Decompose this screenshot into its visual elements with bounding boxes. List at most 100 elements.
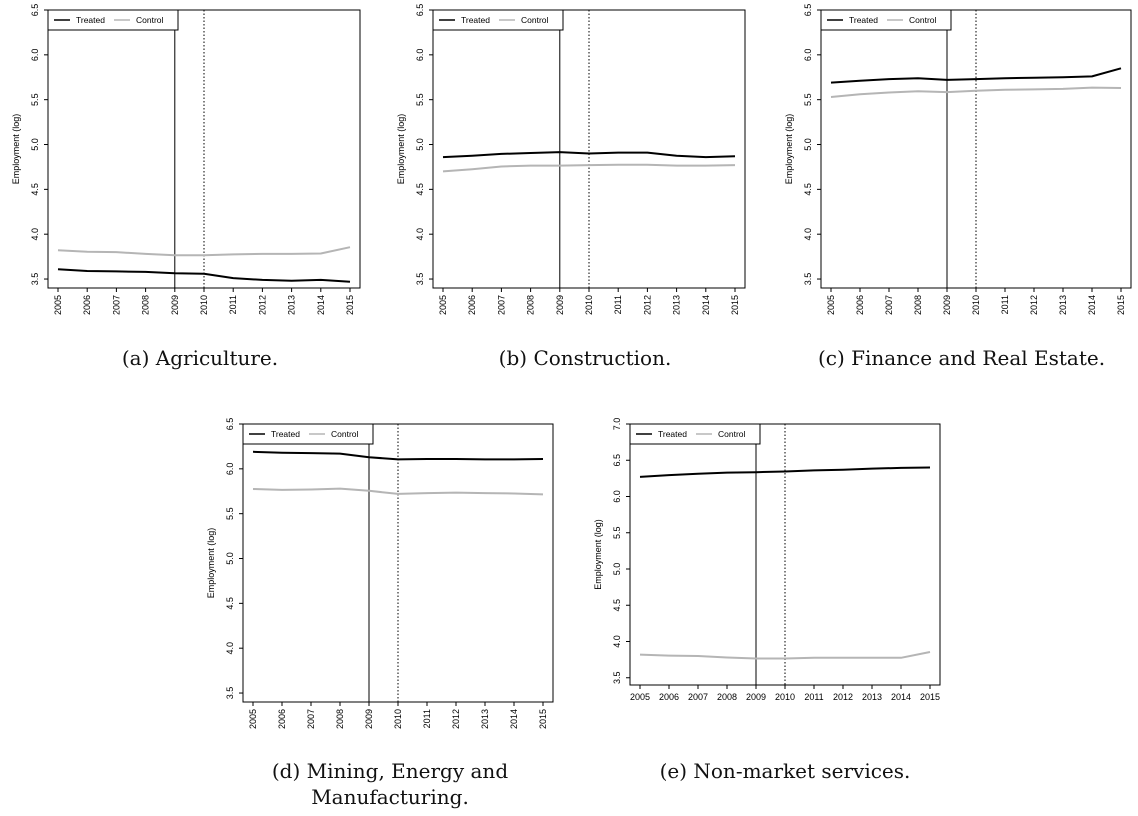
y-tick-label: 5.5	[415, 93, 425, 106]
y-tick-label: 5.0	[225, 552, 235, 565]
chart-mining-energy-manufacturing: 3.5 4.0 4.5 5.0 5.5 6.0 6.5 Employment (log) 200…	[195, 410, 560, 729]
series-line-treated	[252, 450, 544, 461]
chart-non-market-services: 3.5 4.0 4.5 5.0 5.5 6.0 6.5 7.0 Employment (log)…	[582, 410, 947, 720]
x-tick-label: 2009	[555, 295, 565, 315]
x-tick-label: 2014	[701, 295, 711, 315]
chart-construction: 3.5 4.0 4.5 5.0 5.5 6.0 6.5 Employment (log) 200…	[385, 0, 760, 315]
y-tick-label: 7.0	[612, 418, 622, 431]
x-tick-label: 2007	[111, 295, 121, 315]
x-tick-label: 2011	[613, 295, 623, 314]
x-tick-label: 2005	[248, 709, 258, 729]
x-tick-label: 2008	[913, 295, 923, 315]
y-tick-label: 4.0	[612, 635, 622, 648]
series-line-control	[252, 487, 544, 496]
x-tick-label: 2006	[659, 692, 679, 702]
x-tick-label: 2007	[688, 692, 708, 702]
x-tick-label: 2010	[584, 295, 594, 315]
legend-label-control: Control	[909, 15, 937, 25]
y-tick-label: 6.0	[612, 490, 622, 503]
x-tick-label: 2013	[480, 709, 490, 729]
x-tick-label: 2014	[891, 692, 911, 702]
legend-box	[629, 423, 761, 445]
caption-agriculture: (a) Agriculture.	[121, 346, 279, 370]
x-tick-label: 2010	[775, 692, 795, 702]
x-tick-label: 2010	[199, 295, 209, 315]
x-tick-label: 2011	[804, 692, 823, 702]
x-tick-label: 2006	[277, 709, 287, 729]
y-tick-label: 3.5	[225, 687, 235, 700]
y-tick-label: 5.0	[612, 563, 622, 576]
y-tick-label: 5.5	[803, 93, 813, 106]
x-tick-label: 2012	[1029, 295, 1039, 315]
y-tick-label: 5.0	[30, 138, 40, 151]
x-tick-label: 2005	[630, 692, 650, 702]
x-tick-label: 2011	[1000, 295, 1010, 314]
y-tick-label: 3.5	[803, 273, 813, 286]
x-tick-label: 2012	[451, 709, 461, 729]
y-tick-label: 5.5	[612, 526, 622, 539]
x-tick-label: 2014	[509, 709, 519, 729]
legend-box	[242, 423, 374, 445]
y-tick-label: 4.5	[415, 183, 425, 196]
legend-box	[820, 9, 952, 31]
caption-mining-energy-manufacturing: (d) Mining, Energy and Manufacturing.	[271, 759, 509, 809]
x-tick-label: 2009	[746, 692, 766, 702]
x-tick-label: 2010	[971, 295, 981, 315]
y-tick-label: 4.0	[415, 228, 425, 241]
caption-non-market-services: (e) Non-market services.	[659, 759, 911, 783]
y-axis-label: Employment (log)	[206, 528, 216, 599]
legend-label-control: Control	[521, 15, 549, 25]
y-axis-label: Employment (log)	[396, 114, 406, 185]
chart-svg: 3.5 4.0 4.5 5.0 5.5 6.0 6.5 Employment (log) 200…	[396, 4, 746, 315]
plot-frame	[47, 9, 361, 289]
x-tick-label: 2015	[1116, 295, 1126, 315]
plot-frame	[242, 423, 554, 703]
x-tick-label: 2013	[1058, 295, 1068, 315]
y-tick-label: 4.5	[225, 597, 235, 610]
y-tick-label: 4.0	[30, 228, 40, 241]
x-tick-label: 2009	[364, 709, 374, 729]
x-tick-label: 2007	[496, 295, 506, 315]
legend-label-control: Control	[718, 429, 746, 439]
series-line-treated	[639, 466, 931, 478]
x-tick-label: 2009	[170, 295, 180, 315]
y-tick-label: 4.5	[30, 183, 40, 196]
x-tick-label: 2012	[642, 295, 652, 315]
x-tick-label: 2008	[526, 295, 536, 315]
x-tick-label: 2005	[826, 295, 836, 315]
y-tick-label: 4.5	[803, 183, 813, 196]
x-tick-label: 2011	[422, 709, 432, 728]
series-line-treated	[442, 151, 736, 159]
x-tick-label: 2013	[287, 295, 297, 315]
x-tick-label: 2007	[306, 709, 316, 729]
x-tick-label: 2013	[672, 295, 682, 315]
x-tick-label: 2015	[920, 692, 940, 702]
x-tick-label: 2010	[393, 709, 403, 729]
series-line-treated	[57, 268, 351, 283]
x-tick-label: 2015	[730, 295, 740, 315]
legend-label-treated: Treated	[76, 15, 105, 25]
y-tick-label: 3.5	[612, 671, 622, 684]
x-tick-label: 2008	[717, 692, 737, 702]
y-axis-label: Employment (log)	[11, 114, 21, 185]
y-tick-label: 6.0	[30, 49, 40, 62]
x-tick-label: 2013	[862, 692, 882, 702]
series-line-control	[442, 163, 736, 173]
y-tick-label: 4.5	[612, 599, 622, 612]
x-tick-label: 2015	[345, 295, 355, 315]
y-tick-label: 6.0	[225, 463, 235, 476]
y-tick-label: 6.0	[415, 49, 425, 62]
x-tick-label: 2006	[467, 295, 477, 315]
legend-label-treated: Treated	[271, 429, 300, 439]
chart-svg: 3.5 4.0 4.5 5.0 5.5 6.0 6.5 Employment (log) 200…	[11, 4, 361, 315]
plot-frame	[432, 9, 746, 289]
x-tick-label: 2005	[438, 295, 448, 315]
x-tick-label: 2015	[538, 709, 548, 729]
y-tick-label: 5.0	[415, 138, 425, 151]
y-tick-label: 5.5	[225, 507, 235, 520]
chart-svg: 3.5 4.0 4.5 5.0 5.5 6.0 6.5 7.0 Employment (log)…	[593, 418, 941, 702]
chart-finance-real-estate: 3.5 4.0 4.5 5.0 5.5 6.0 6.5 Employment (log) 200…	[773, 0, 1138, 315]
x-tick-label: 2006	[82, 295, 92, 315]
y-tick-label: 5.0	[803, 138, 813, 151]
caption-construction: (b) Construction.	[498, 346, 672, 370]
